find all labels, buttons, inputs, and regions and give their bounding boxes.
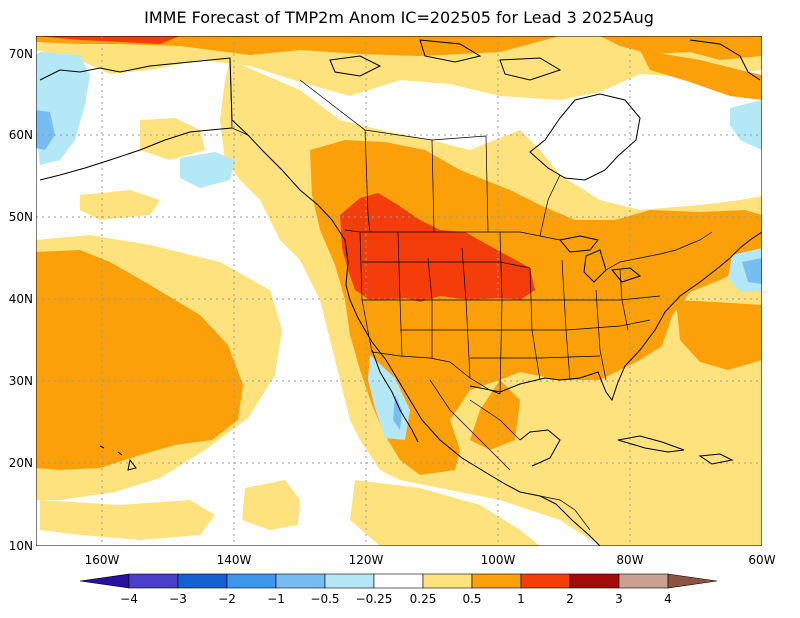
colorbar-segment xyxy=(520,573,571,589)
colorbar-arrow-right xyxy=(667,573,718,589)
figure-title: IMME Forecast of TMP2m Anom IC=202505 fo… xyxy=(144,8,654,27)
colorbar-segment xyxy=(275,573,326,589)
latitude-axis: 70N 60N 50N 40N 30N 20N 10N xyxy=(9,47,33,553)
colorbar-tick-label: 4 xyxy=(664,592,672,606)
colorbar-arrow-left xyxy=(79,573,130,589)
colorbar-tick-label: 1 xyxy=(517,592,525,606)
longitude-axis: 160W 140W 120W 100W 80W 60W xyxy=(85,553,776,567)
political-borders xyxy=(229,57,713,531)
lat-label: 10N xyxy=(9,539,33,553)
lat-label: 50N xyxy=(9,210,33,224)
colorbar-segment xyxy=(128,573,179,589)
colorbar-segment xyxy=(569,573,620,589)
lat-label: 30N xyxy=(9,374,33,388)
colorbar-tick-label: −0.5 xyxy=(310,592,339,606)
anomaly-1-shading xyxy=(36,36,535,302)
lat-label: 40N xyxy=(9,292,33,306)
anomaly-05-shading xyxy=(36,36,762,475)
lon-label: 100W xyxy=(481,553,516,567)
colorbar-segment xyxy=(177,573,228,589)
lon-label: 60W xyxy=(748,553,775,567)
colorbar-tick-label: −0.25 xyxy=(356,592,393,606)
lon-label: 160W xyxy=(85,553,120,567)
colorbar-tick-label: −4 xyxy=(120,592,138,606)
anomaly-cool-shading xyxy=(36,52,762,440)
colorbar-segment xyxy=(618,573,669,589)
colorbar-tick-label: 2 xyxy=(566,592,574,606)
colorbar-tick-label: 0.5 xyxy=(462,592,481,606)
colorbar-segment xyxy=(324,573,375,589)
lat-label: 60N xyxy=(9,128,33,142)
colorbar-tick-label: 0.25 xyxy=(410,592,437,606)
colorbar-segment xyxy=(226,573,277,589)
lon-label: 80W xyxy=(616,553,643,567)
colorbar-tick-label: −1 xyxy=(267,592,285,606)
map-panel xyxy=(36,36,762,546)
coastlines xyxy=(39,39,762,546)
colorbar-tick-label: −2 xyxy=(218,592,236,606)
colorbar-segment xyxy=(373,573,424,589)
lon-label: 120W xyxy=(349,553,384,567)
colorbar xyxy=(79,573,718,589)
colorbar-tick-label: −3 xyxy=(169,592,187,606)
lon-label: 140W xyxy=(217,553,252,567)
anomaly-cool-core xyxy=(36,110,762,430)
colorbar-labels: −4 −3 −2 −1 −0.5 −0.25 0.25 0.5 1 2 3 4 xyxy=(120,592,672,606)
colorbar-tick-label: 3 xyxy=(615,592,623,606)
lat-label: 20N xyxy=(9,456,33,470)
colorbar-segment xyxy=(471,573,522,589)
colorbar-segment xyxy=(422,573,473,589)
lat-label: 70N xyxy=(9,47,33,61)
graticule xyxy=(36,36,762,546)
